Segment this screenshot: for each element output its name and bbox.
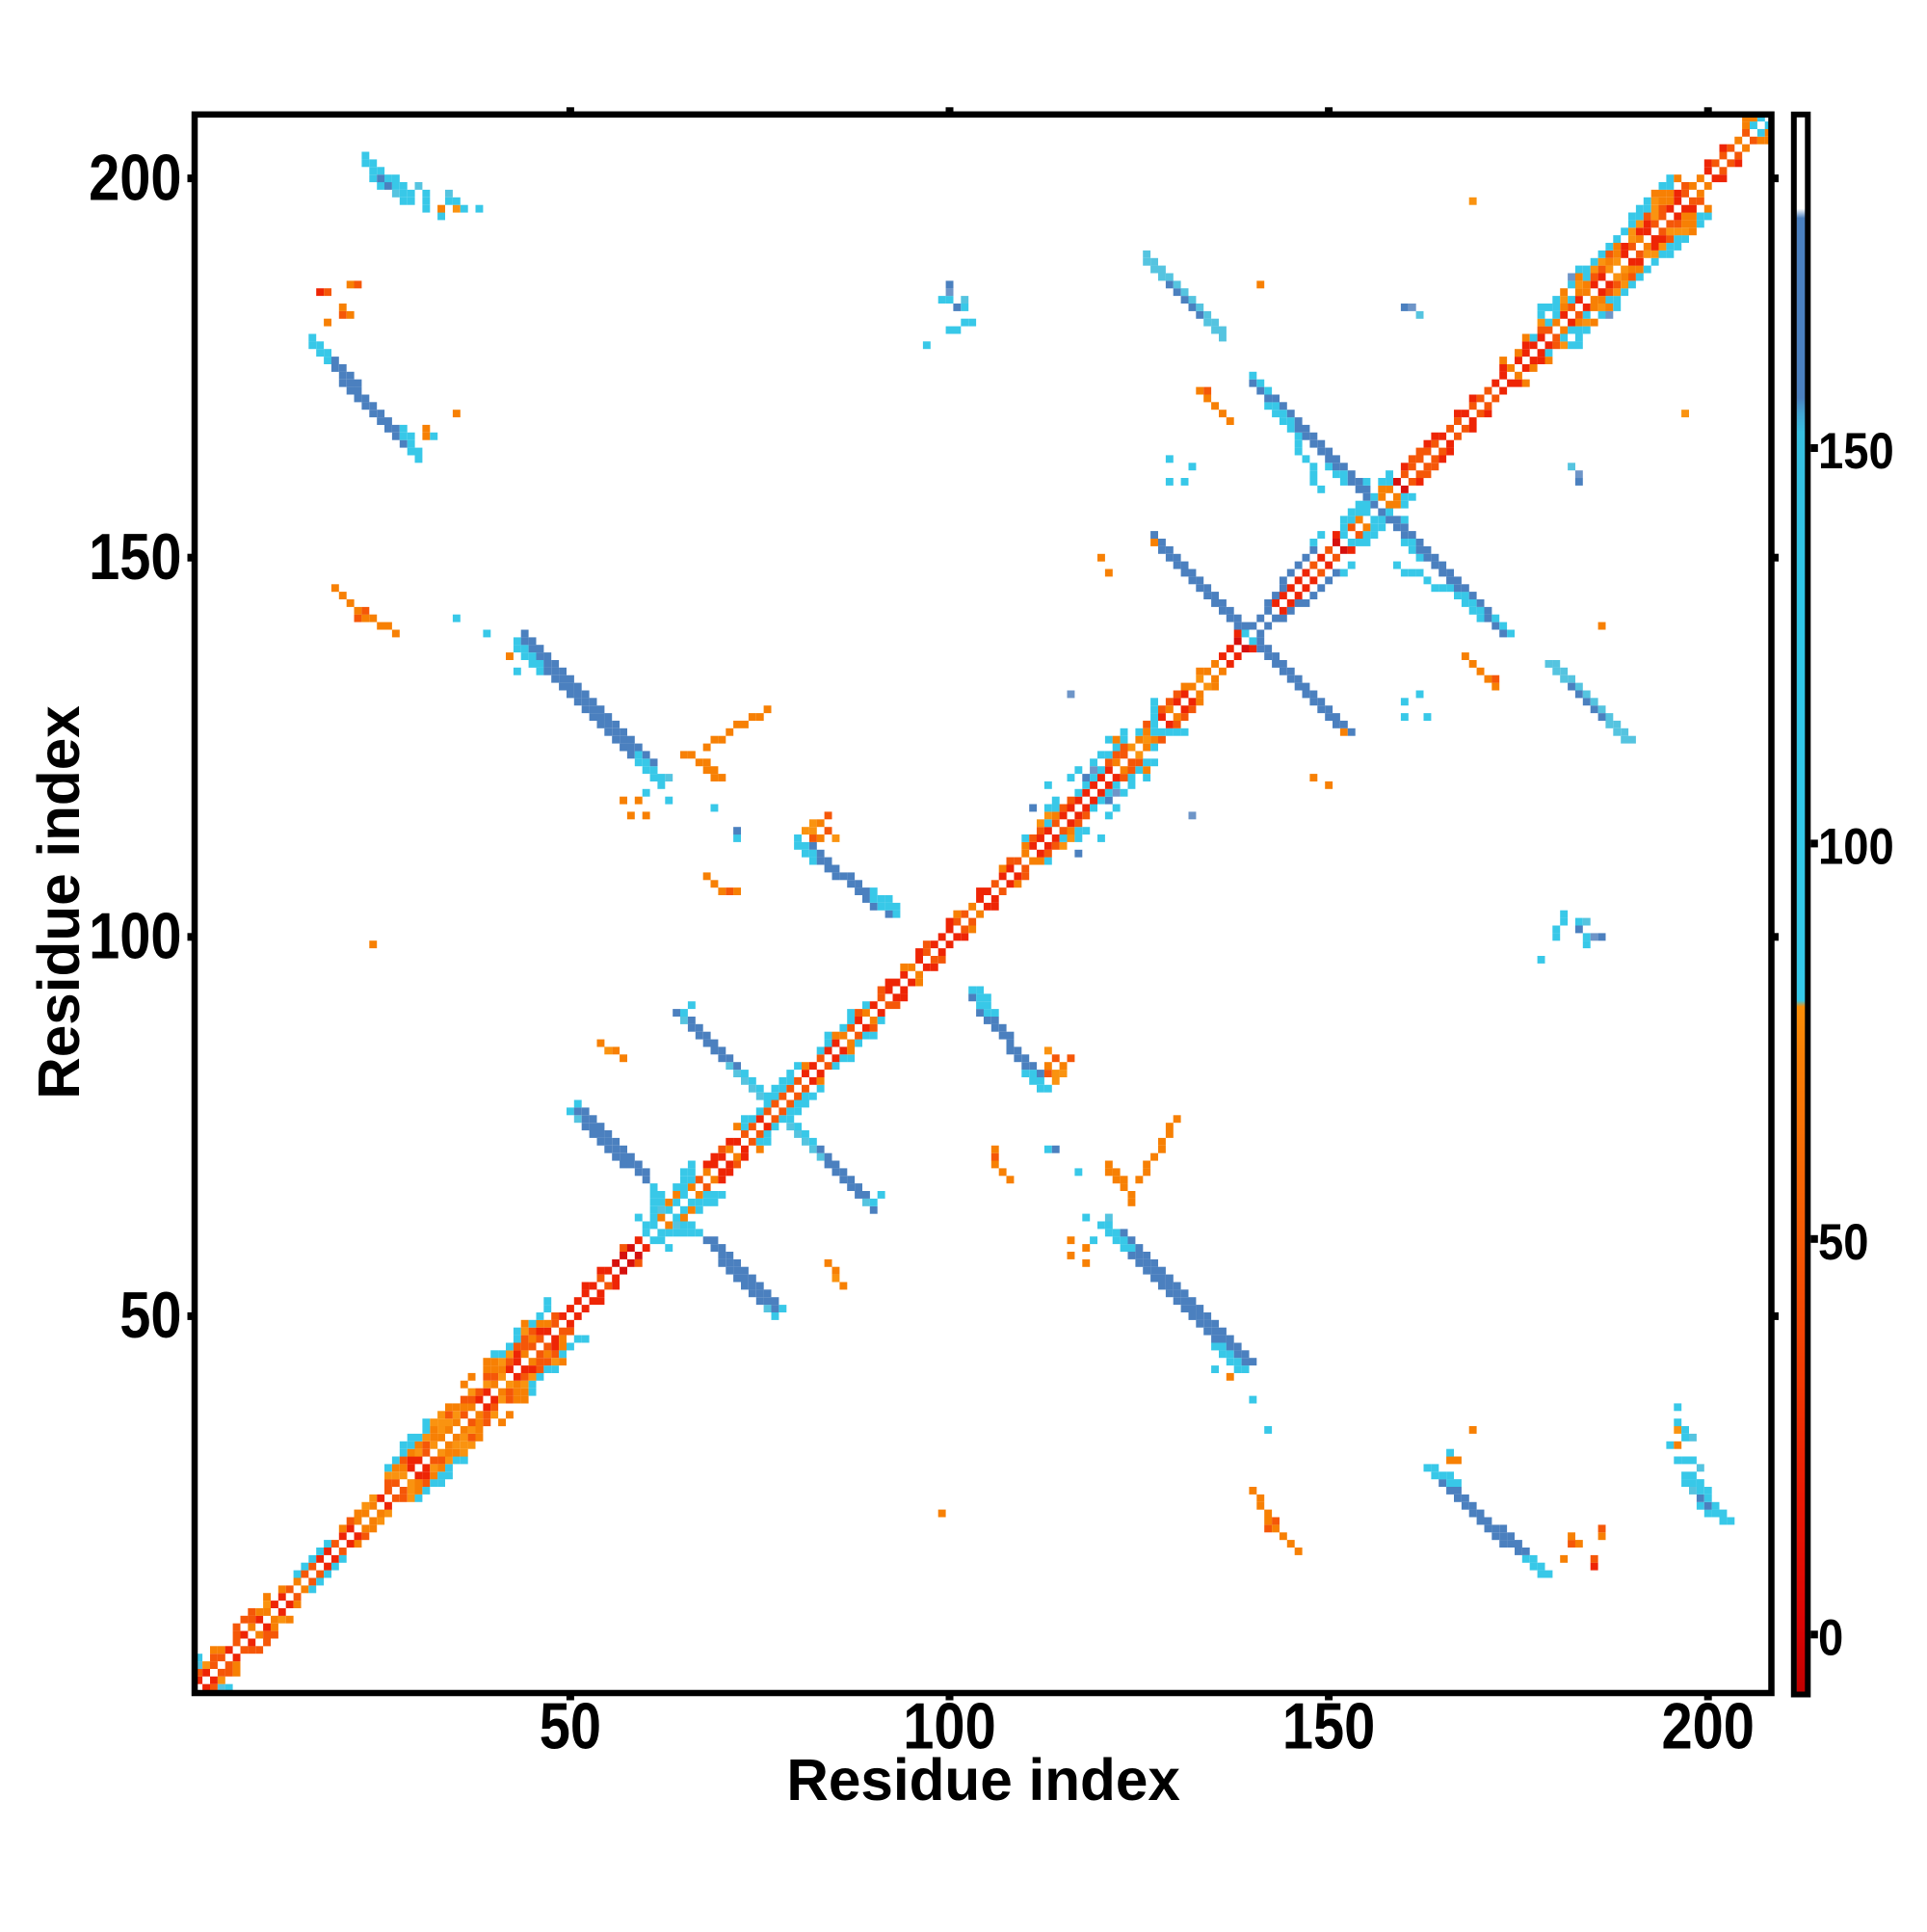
svg-text:100: 100 (89, 900, 181, 972)
svg-text:Residue index: Residue index (786, 1747, 1180, 1813)
svg-text:Residue index: Residue index (25, 705, 91, 1099)
svg-text:200: 200 (1661, 1690, 1754, 1762)
svg-text:50: 50 (1818, 1213, 1868, 1270)
svg-text:100: 100 (1818, 818, 1894, 875)
svg-text:150: 150 (1818, 422, 1894, 479)
svg-text:50: 50 (540, 1690, 601, 1762)
svg-text:150: 150 (89, 521, 181, 594)
svg-text:50: 50 (119, 1280, 181, 1352)
svg-text:200: 200 (89, 142, 181, 214)
svg-text:0: 0 (1818, 1609, 1843, 1666)
svg-text:150: 150 (1282, 1690, 1375, 1762)
svg-text:100: 100 (903, 1690, 995, 1762)
